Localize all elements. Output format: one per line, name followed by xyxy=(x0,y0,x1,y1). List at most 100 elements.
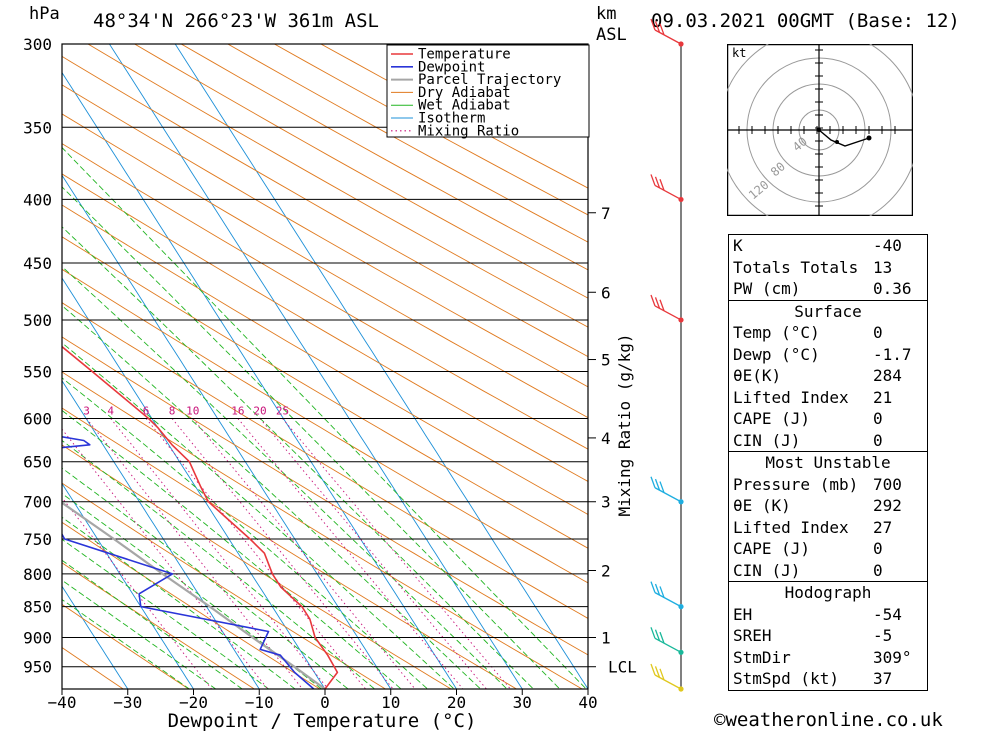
dry-adiabat-line xyxy=(134,44,588,299)
height-unit: km xyxy=(596,4,617,24)
dry-adiabat-line xyxy=(62,113,588,419)
hodograph-box-row: EH -54 xyxy=(729,604,927,626)
dry-adiabat-line xyxy=(62,562,256,689)
row-value: 0 xyxy=(873,323,883,342)
legend-entry: Mixing Ratio xyxy=(418,123,519,139)
row-label: CIN (J) xyxy=(733,560,801,580)
row-label: EH xyxy=(733,604,753,624)
pw-value: 0.36 xyxy=(873,279,912,298)
wet-adiabat-line xyxy=(62,377,429,689)
legend-entry: Dewpoint xyxy=(418,59,485,75)
legend-entry: Isotherm xyxy=(418,111,485,127)
credit: ©weatheronline.co.uk xyxy=(714,709,943,731)
isotherm-line xyxy=(62,71,458,689)
surface-row: θE(K) 284 xyxy=(729,365,927,387)
x-tick-label: −30 xyxy=(113,693,142,712)
surface-row: Lifted Index 21 xyxy=(729,387,927,409)
surface-title: Surface xyxy=(794,301,862,321)
k-index-row: K -40 xyxy=(729,235,927,257)
isotherm-line xyxy=(62,482,195,689)
hodograph-unit: kt xyxy=(732,46,746,60)
most-unstable-row: CAPE (J) 0 xyxy=(729,538,927,560)
hodograph-title: Hodograph xyxy=(784,583,872,602)
dry-adiabat-line xyxy=(62,647,125,689)
row-value: 309° xyxy=(873,647,912,667)
pressure-tick-label: 500 xyxy=(23,311,52,330)
height-tick-label: 3 xyxy=(601,493,611,512)
row-label: StmSpd (kt) xyxy=(733,669,839,688)
dry-adiabat-line xyxy=(62,603,190,689)
x-tick-label: 40 xyxy=(578,693,597,712)
mixing-ratio-label: 25 xyxy=(276,405,289,418)
dry-adiabat-line xyxy=(62,55,588,358)
most-unstable-row: CIN (J) 0 xyxy=(729,560,927,582)
legend-entry: Temperature xyxy=(418,47,511,63)
wet-adiabat-line xyxy=(62,493,323,689)
legend-entry: Wet Adiabat xyxy=(418,98,511,114)
mixing-ratio-label: 6 xyxy=(143,405,150,418)
wet-adiabat-line xyxy=(62,409,402,689)
row-label: θE(K) xyxy=(733,366,782,385)
wind-barb xyxy=(650,627,684,655)
dry-adiabat-line xyxy=(62,482,387,689)
legend-box xyxy=(386,44,590,138)
height-tick-label: 4 xyxy=(601,429,611,448)
totals-row: Totals Totals 13 xyxy=(729,257,927,279)
mixing-ratio-line xyxy=(110,418,329,689)
k-label: K xyxy=(733,236,743,255)
row-label: θE (K) xyxy=(733,496,791,515)
wind-barb xyxy=(650,581,684,610)
row-value: 700 xyxy=(873,474,902,494)
surface-row: Temp (°C) 0 xyxy=(729,322,927,344)
row-value: 0 xyxy=(873,560,883,580)
pressure-tick-label: 750 xyxy=(23,530,52,549)
wet-adiabat-line xyxy=(62,146,587,689)
hodograph-point xyxy=(835,140,839,144)
surface-row: CAPE (J) 0 xyxy=(729,408,927,430)
x-tick-label: −20 xyxy=(179,693,208,712)
row-value: 292 xyxy=(873,496,902,515)
row-label: Temp (°C) xyxy=(733,323,820,342)
wind-barb xyxy=(650,174,684,203)
row-value: 0 xyxy=(873,430,883,450)
most-unstable-row: θE (K) 292 xyxy=(729,495,927,517)
row-label: CAPE (J) xyxy=(733,409,811,428)
dry-adiabat-line xyxy=(62,143,588,450)
x-tick-label: −10 xyxy=(245,693,274,712)
legend-entry: Parcel Trajectory xyxy=(418,72,561,88)
height-tick-label: 2 xyxy=(601,561,611,580)
temperature-line xyxy=(62,345,339,689)
height-tick-label: LCL xyxy=(608,658,637,677)
dry-adiabat-line xyxy=(227,44,588,243)
most-unstable-title: Most Unstable xyxy=(765,453,891,472)
dry-adiabat-line xyxy=(180,44,588,271)
most-unstable-row: Lifted Index 27 xyxy=(729,517,927,539)
row-value: 0 xyxy=(873,539,883,558)
row-value: -54 xyxy=(873,604,902,624)
parcel-trajectory-line xyxy=(62,501,326,689)
row-label: Lifted Index xyxy=(733,387,849,407)
row-value: 284 xyxy=(873,366,902,385)
mixing-ratio-label: 20 xyxy=(253,405,266,418)
row-label: Pressure (mb) xyxy=(733,474,859,494)
hodograph-box-row: SREH -5 xyxy=(729,625,927,647)
hodograph-point xyxy=(817,128,821,132)
wet-adiabat-line xyxy=(62,467,349,689)
pressure-tick-label: 650 xyxy=(23,453,52,472)
mixing-ratio-line xyxy=(62,496,213,689)
row-value: 21 xyxy=(873,387,893,407)
row-label: StmDir xyxy=(733,647,791,667)
wet-adiabat-line xyxy=(62,186,561,689)
datetime-title: 09.03.2021 00GMT (Base: 12) xyxy=(651,10,960,32)
mixing-ratio-label: 16 xyxy=(231,405,244,418)
wind-barb xyxy=(650,18,684,47)
row-label: CIN (J) xyxy=(733,430,801,450)
x-tick-label: 10 xyxy=(381,693,400,712)
mixing-ratio-label: 8 xyxy=(169,405,176,418)
row-value: 0 xyxy=(873,409,883,428)
surface-row: CIN (J) 0 xyxy=(729,430,927,452)
x-tick-label: 20 xyxy=(447,693,466,712)
x-tick-label: 0 xyxy=(320,693,330,712)
height-tick-label: 1 xyxy=(601,629,611,648)
